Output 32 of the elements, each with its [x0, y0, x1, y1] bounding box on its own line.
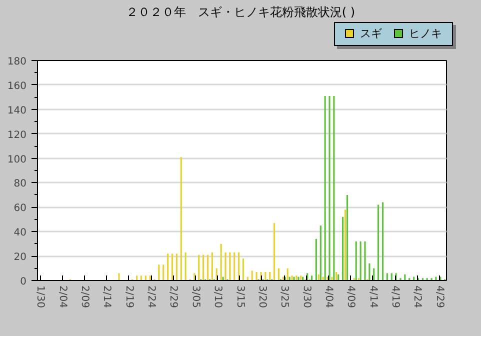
chart-title: ２０２０年 スギ・ヒノキ花粉飛散状況( ): [124, 4, 356, 21]
legend-label: スギ: [360, 26, 382, 42]
x-tick-label: 4/14: [367, 286, 378, 308]
x-tick-label: 4/04: [323, 286, 334, 308]
x-tick-label: 4/19: [390, 286, 401, 308]
x-tick-label: 3/10: [212, 286, 224, 308]
x-tick-label: 3/20: [256, 286, 268, 308]
x-tick-label: 2/19: [123, 286, 134, 308]
x-tick-label: 2/04: [56, 286, 68, 308]
x-tick-label: 4/09: [345, 286, 356, 308]
y-tick-label: 100: [7, 154, 27, 166]
y-tick-label: 140: [7, 105, 27, 116]
x-tick-label: 3/30: [300, 286, 312, 308]
x-tick-label: 1/30: [34, 286, 46, 308]
y-tick-label: 120: [7, 130, 27, 141]
y-tick-label: 160: [7, 80, 27, 92]
y-tick-label: 80: [14, 178, 27, 190]
x-tick-label: 4/29: [434, 286, 445, 308]
y-tick-label: 40: [14, 228, 27, 239]
y-tick-label: 0: [20, 276, 27, 288]
y-tick-label: 20: [14, 252, 27, 264]
legend-label: ヒノキ: [409, 26, 442, 42]
x-tick-label: 3/05: [190, 286, 201, 308]
y-tick-label: 180: [7, 56, 27, 68]
x-tick-label: 2/14: [101, 286, 112, 308]
x-tick-label: 3/15: [234, 286, 246, 308]
x-tick-label: 2/09: [79, 286, 90, 308]
x-tick-label: 4/24: [412, 286, 423, 308]
x-tick-label: 3/25: [278, 286, 290, 308]
x-tick-label: 2/24: [146, 286, 157, 308]
x-tick-label: 2/29: [168, 286, 179, 308]
y-tick-label: 60: [14, 203, 27, 214]
